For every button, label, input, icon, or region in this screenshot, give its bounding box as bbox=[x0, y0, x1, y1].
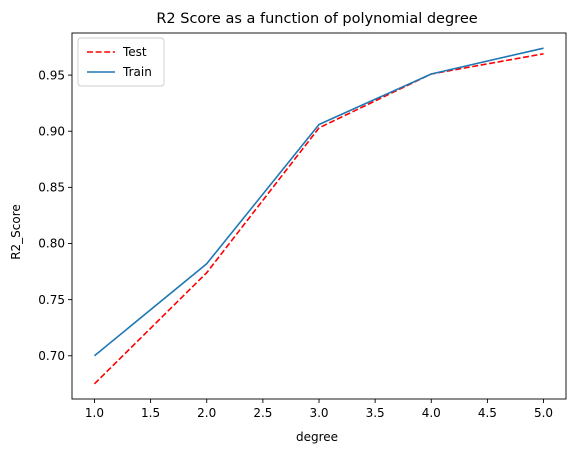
x-tick-label: 2.0 bbox=[197, 406, 216, 420]
x-tick-label: 3.0 bbox=[309, 406, 328, 420]
legend: Test Train bbox=[77, 37, 165, 87]
legend-label-test: Test bbox=[122, 45, 147, 59]
x-tick-label: 4.0 bbox=[422, 406, 441, 420]
y-tick-label: 0.75 bbox=[38, 293, 65, 307]
x-tick-label: 4.5 bbox=[478, 406, 497, 420]
y-tick-label: 0.70 bbox=[38, 349, 65, 363]
legend-label-train: Train bbox=[122, 65, 152, 79]
y-tick-label: 0.95 bbox=[38, 68, 65, 82]
x-tick-label: 2.5 bbox=[253, 406, 272, 420]
y-tick-label: 0.80 bbox=[38, 237, 65, 251]
y-tick-label: 0.90 bbox=[38, 124, 65, 138]
series-line-test bbox=[93, 52, 544, 385]
x-tick-label: 1.0 bbox=[85, 406, 104, 420]
x-axis-label: degree bbox=[296, 430, 338, 444]
chart-title: R2 Score as a function of polynomial deg… bbox=[156, 11, 477, 27]
legend-box bbox=[77, 37, 165, 87]
y-tick-label: 0.85 bbox=[38, 181, 65, 195]
x-tick-label: 1.5 bbox=[141, 406, 160, 420]
x-tick-label: 5.0 bbox=[534, 406, 553, 420]
y-axis-ticks: 0.70 0.75 0.80 0.85 0.90 0.95 bbox=[38, 68, 72, 363]
x-axis-ticks: 1.0 1.5 2.0 2.5 3.0 3.5 4.0 4.5 5.0 bbox=[85, 399, 553, 420]
plot-area bbox=[71, 32, 567, 400]
y-axis-label: R2_Score bbox=[9, 204, 23, 260]
plot-frame bbox=[71, 32, 567, 400]
series-line-train bbox=[93, 47, 544, 357]
x-tick-label: 3.5 bbox=[366, 406, 385, 420]
